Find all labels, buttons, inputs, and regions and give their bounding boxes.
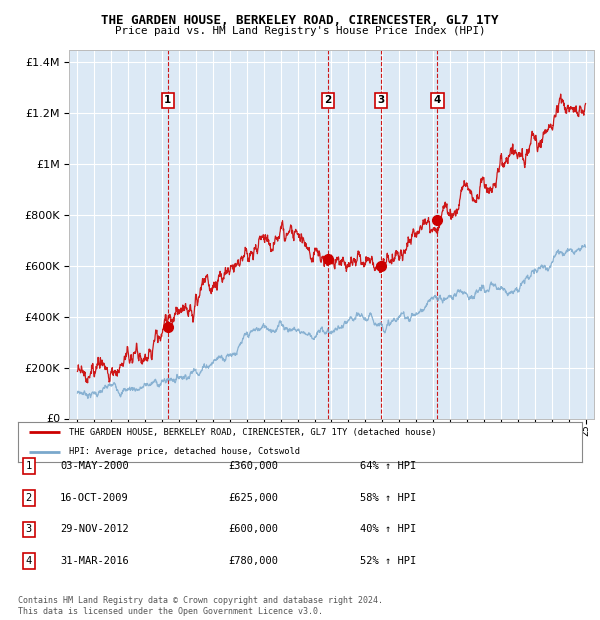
Text: Price paid vs. HM Land Registry's House Price Index (HPI): Price paid vs. HM Land Registry's House …	[115, 26, 485, 36]
Text: 16-OCT-2009: 16-OCT-2009	[60, 493, 129, 503]
Text: 52% ↑ HPI: 52% ↑ HPI	[360, 556, 416, 566]
Text: 4: 4	[434, 95, 441, 105]
Text: 3: 3	[377, 95, 385, 105]
Text: £360,000: £360,000	[228, 461, 278, 471]
Text: 40% ↑ HPI: 40% ↑ HPI	[360, 525, 416, 534]
Text: 2: 2	[26, 493, 32, 503]
Text: 1: 1	[164, 95, 172, 105]
Text: 2: 2	[325, 95, 332, 105]
Text: 1: 1	[26, 461, 32, 471]
Text: 4: 4	[26, 556, 32, 566]
Text: 29-NOV-2012: 29-NOV-2012	[60, 525, 129, 534]
Text: 03-MAY-2000: 03-MAY-2000	[60, 461, 129, 471]
Text: Contains HM Land Registry data © Crown copyright and database right 2024.
This d: Contains HM Land Registry data © Crown c…	[18, 596, 383, 616]
Text: £780,000: £780,000	[228, 556, 278, 566]
Text: £625,000: £625,000	[228, 493, 278, 503]
Text: 3: 3	[26, 525, 32, 534]
Text: 64% ↑ HPI: 64% ↑ HPI	[360, 461, 416, 471]
Text: 31-MAR-2016: 31-MAR-2016	[60, 556, 129, 566]
Text: THE GARDEN HOUSE, BERKELEY ROAD, CIRENCESTER, GL7 1TY (detached house): THE GARDEN HOUSE, BERKELEY ROAD, CIRENCE…	[69, 428, 436, 437]
Text: 58% ↑ HPI: 58% ↑ HPI	[360, 493, 416, 503]
Text: HPI: Average price, detached house, Cotswold: HPI: Average price, detached house, Cots…	[69, 447, 300, 456]
Text: THE GARDEN HOUSE, BERKELEY ROAD, CIRENCESTER, GL7 1TY: THE GARDEN HOUSE, BERKELEY ROAD, CIRENCE…	[101, 14, 499, 27]
Text: £600,000: £600,000	[228, 525, 278, 534]
